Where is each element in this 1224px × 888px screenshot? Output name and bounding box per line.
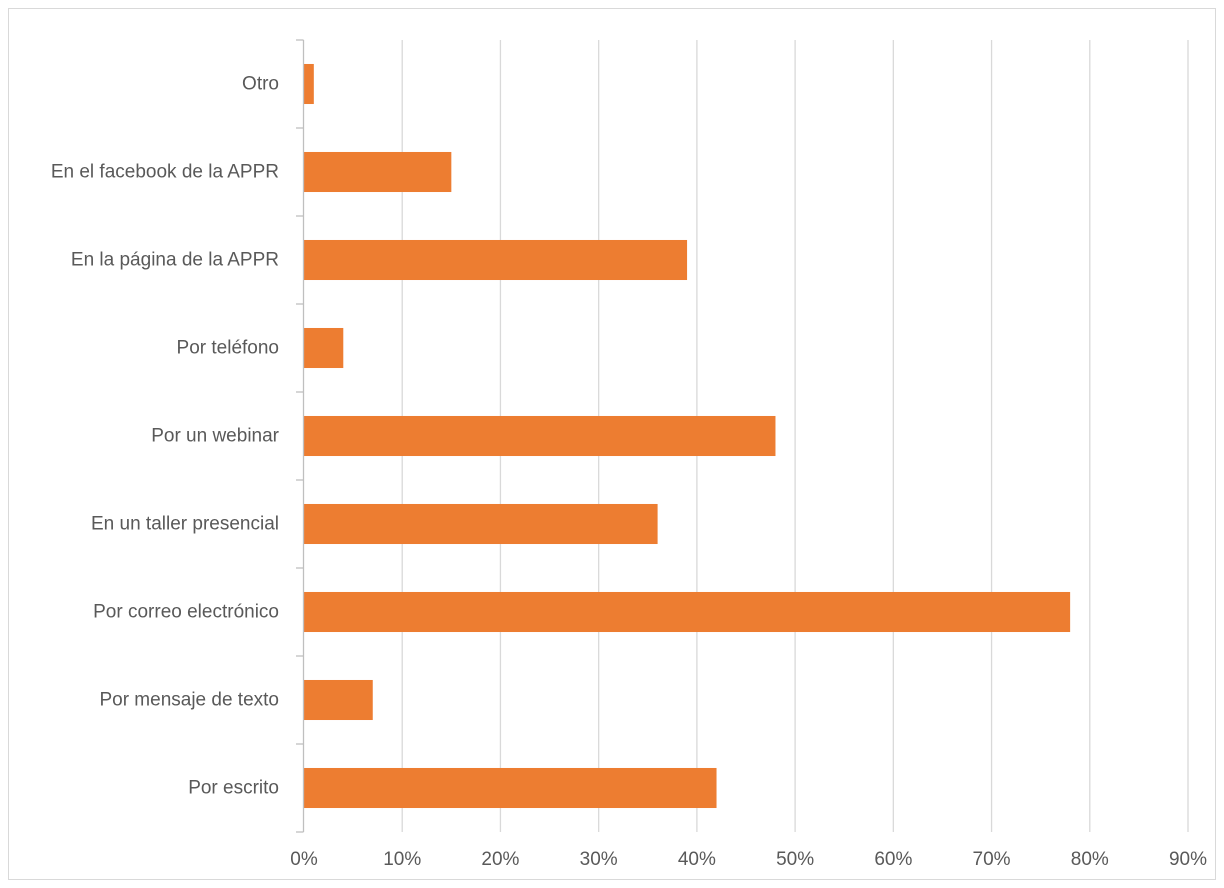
bar [304, 151, 452, 193]
category-axis [296, 39, 305, 833]
x-tick-labels: 0% 10% 20% 30% 40% 50% 60% 70% 80% 90% [290, 849, 1207, 870]
bar [304, 679, 373, 721]
category-label: En el facebook de la APPR [51, 162, 279, 183]
category-label: Por correo electrónico [93, 602, 279, 623]
category-label: En la página de la APPR [71, 250, 279, 271]
category-label: Por un webinar [151, 426, 279, 447]
category-labels: Por escrito Por mensaje de texto Por corre… [51, 74, 280, 799]
x-tick-label: 50% [776, 849, 814, 870]
bar [304, 327, 344, 369]
bar [304, 503, 658, 545]
bars [304, 63, 1071, 809]
x-tick-label: 20% [481, 849, 519, 870]
category-label: Por escrito [188, 778, 279, 799]
x-tick-label: 80% [1071, 849, 1109, 870]
x-tick-label: 0% [290, 849, 318, 870]
category-label: Por mensaje de texto [99, 690, 279, 711]
bar [304, 239, 688, 281]
bar [304, 591, 1071, 633]
bar [304, 415, 776, 457]
bar [304, 767, 717, 809]
x-tick-label: 40% [678, 849, 716, 870]
x-tick-label: 70% [973, 849, 1011, 870]
x-tick-label: 10% [383, 849, 421, 870]
category-label: Por teléfono [177, 338, 279, 359]
x-tick-label: 60% [874, 849, 912, 870]
x-tick-label: 30% [580, 849, 618, 870]
category-label: Otro [242, 74, 279, 95]
x-tick-label: 90% [1169, 849, 1207, 870]
bar [304, 63, 314, 105]
category-label: En un taller presencial [91, 514, 279, 535]
